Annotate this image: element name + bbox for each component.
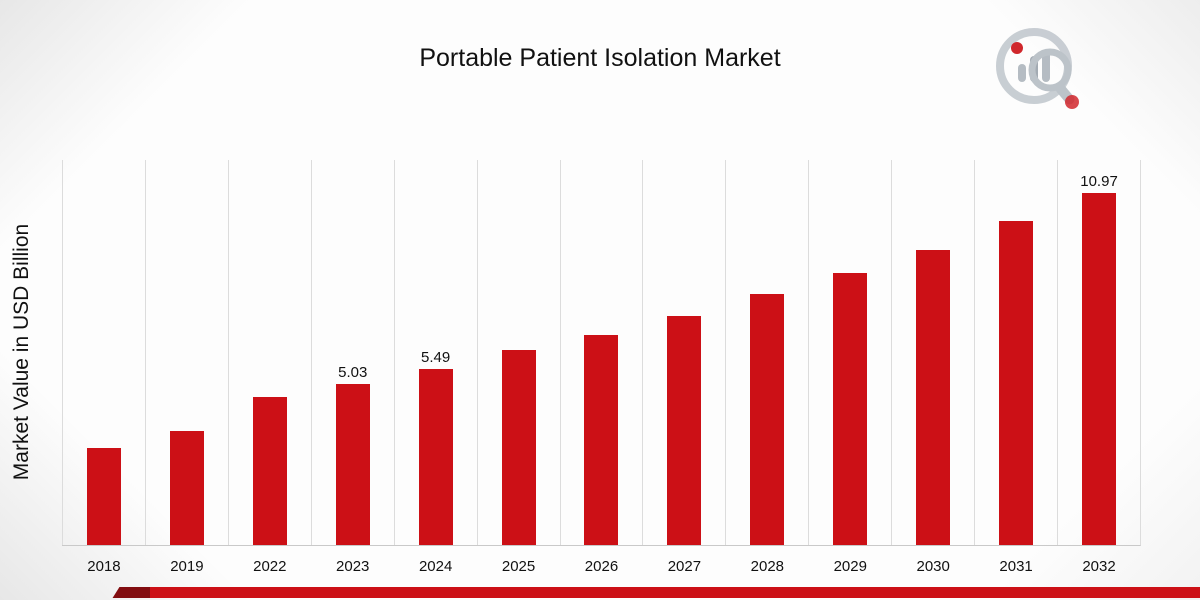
x-axis-label: 2025: [501, 558, 536, 575]
market-research-future-logo: [996, 28, 1079, 109]
bar-column: 5.49 2024: [393, 160, 477, 575]
x-axis-label: 2028: [750, 558, 785, 575]
x-axis-label: 2032: [1082, 558, 1116, 575]
x-axis-label: 2026: [584, 558, 619, 575]
x-axis-label: 2027: [667, 558, 702, 575]
bar: [916, 249, 951, 545]
bar: [501, 350, 536, 545]
bar-column: 2027: [642, 160, 725, 575]
bar-column: 2028: [725, 160, 808, 575]
x-axis-label: 2030: [916, 558, 950, 575]
bar: [584, 335, 619, 545]
x-axis-label: 2022: [253, 558, 287, 575]
x-axis-label: 2018: [87, 558, 121, 575]
logo-bar-1: [1018, 64, 1026, 82]
bar-column: 2025: [476, 160, 560, 575]
bar: [252, 396, 287, 545]
bar: [169, 431, 204, 545]
logo-magnifier-lens: [1028, 48, 1072, 92]
bar: [750, 293, 785, 545]
logo-handle-dot: [1065, 95, 1079, 109]
bar-value-label: 5.49: [421, 348, 451, 366]
bar: [1082, 193, 1117, 545]
bar-column: 2029: [808, 160, 891, 575]
bar: [335, 383, 370, 545]
bar-column: 2018: [62, 160, 145, 575]
x-axis-label: 2031: [999, 558, 1033, 575]
x-axis-label: 2024: [418, 558, 453, 575]
bar-column: 2030: [891, 160, 974, 575]
bar-column: 10.97 2032: [1057, 160, 1140, 575]
bar-column: 2022: [227, 160, 311, 575]
bar: [667, 315, 702, 545]
bar-value-label: 10.97: [1080, 173, 1118, 191]
x-axis-label: 2019: [170, 558, 204, 575]
bar-column: 2031: [974, 160, 1057, 575]
bar: [418, 368, 453, 545]
footer-accent-bar: [150, 587, 1200, 598]
bar: [86, 448, 121, 545]
bar: [999, 221, 1034, 545]
y-axis-title: Market Value in USD Billion: [10, 223, 33, 481]
bar-column: 2026: [559, 160, 643, 575]
bar-column: 5.03 2023: [310, 160, 394, 575]
bar-value-label: 5.03: [338, 363, 368, 381]
plot-area: 2018 2019 2022 5.03 2023 5.49 2024 2025 2026 2027…: [62, 160, 1141, 575]
logo-red-dot: [1011, 42, 1023, 54]
bar-column: 2019: [144, 160, 228, 575]
chart-title: Portable Patient Isolation Market: [419, 44, 781, 72]
x-axis-label: 2023: [336, 558, 370, 575]
logo-bar-3: [1042, 50, 1050, 82]
bar: [833, 272, 868, 545]
x-axis-label: 2029: [833, 558, 867, 575]
